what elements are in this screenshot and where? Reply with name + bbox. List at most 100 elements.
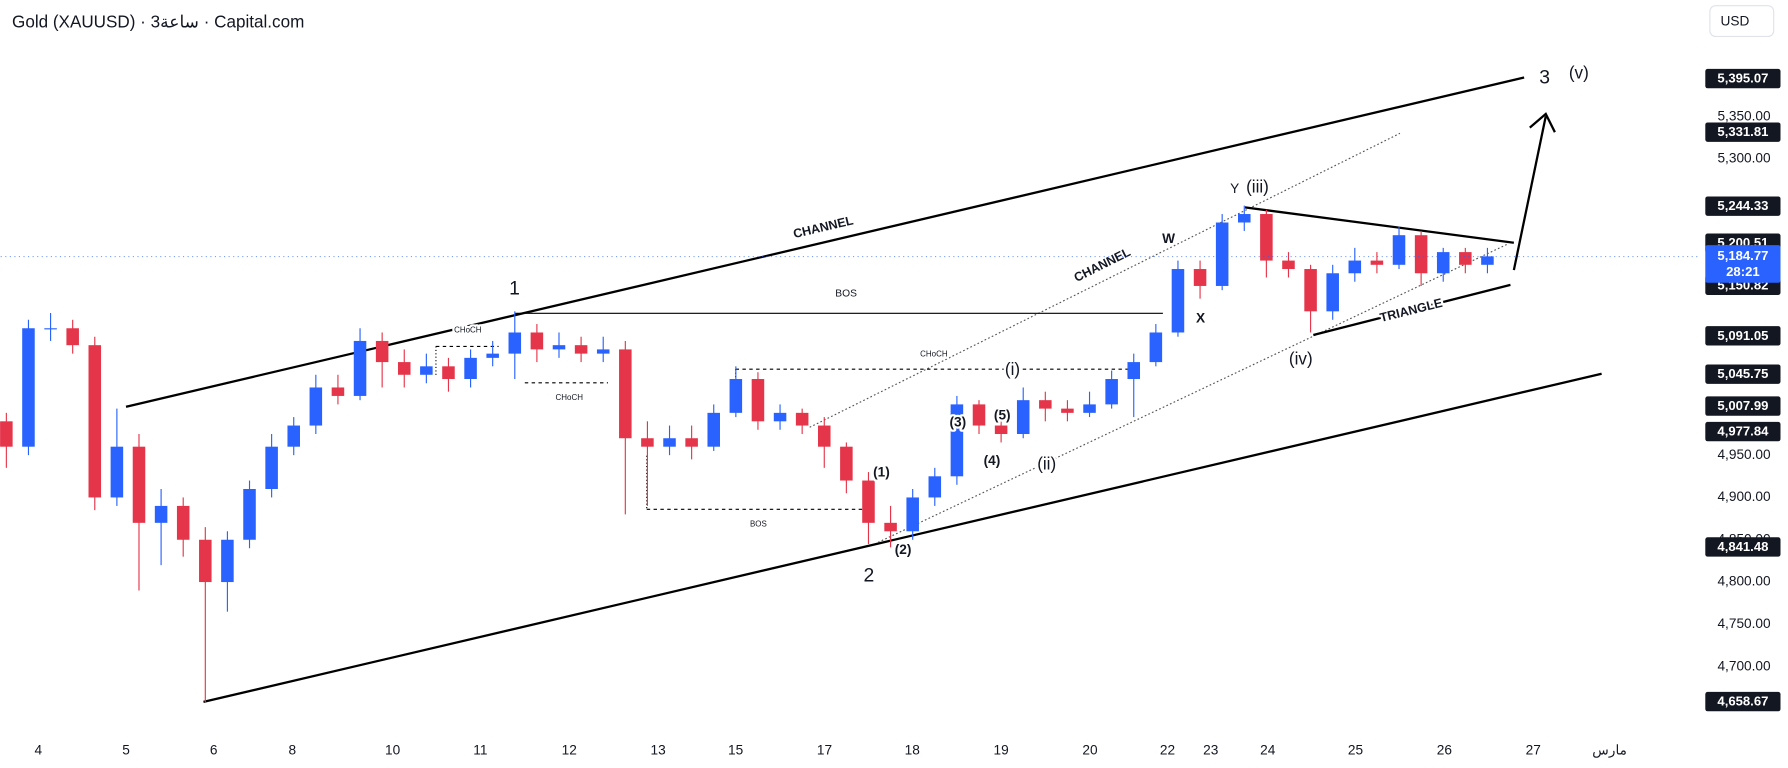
- candle-body: [685, 438, 698, 447]
- price-tag: [1705, 396, 1781, 416]
- x-tick-label: 20: [1082, 743, 1098, 758]
- candle-body: [110, 446, 124, 498]
- wave-annotation: X: [1196, 311, 1205, 326]
- wave-annotation: (i): [1005, 360, 1020, 379]
- x-tick-label: 15: [728, 743, 744, 758]
- candle-body: [552, 345, 566, 350]
- x-tick-label: 27: [1526, 743, 1541, 758]
- candle-body: [420, 366, 433, 375]
- currency-button[interactable]: [1709, 5, 1775, 38]
- price-tag: [1705, 537, 1781, 557]
- candle-body: [1414, 235, 1428, 274]
- price-tag-label: 5,331.81: [1717, 124, 1768, 139]
- price-tag-label: 5,007.99: [1717, 398, 1768, 413]
- candle-body: [88, 345, 102, 498]
- candle-body: [1392, 235, 1406, 265]
- x-tick-label: 22: [1160, 743, 1175, 758]
- candle-body: [641, 438, 654, 447]
- candle-body: [375, 340, 389, 363]
- wave-annotation: BOS: [835, 289, 857, 300]
- last-price-tag: [1705, 245, 1781, 283]
- candle-body: [1481, 256, 1494, 265]
- candle-body: [22, 328, 35, 447]
- inner-channel-bottom: [877, 243, 1509, 543]
- candle-body: [1149, 332, 1163, 363]
- price-tag-label: 4,977.84: [1717, 424, 1769, 439]
- x-tick-label: 4: [34, 743, 42, 758]
- price-tag: [1705, 364, 1781, 384]
- candle-body: [773, 412, 787, 422]
- candle-body: [486, 353, 499, 358]
- candle-body: [1039, 400, 1052, 409]
- candle-body: [132, 446, 146, 523]
- candle-body: [397, 362, 411, 375]
- wave-annotation: Y: [1230, 181, 1239, 196]
- triangle-top: [1244, 206, 1515, 244]
- candle-body: [0, 421, 13, 447]
- price-tag-label: 5,244.33: [1717, 198, 1768, 213]
- currency-label[interactable]: USD: [1721, 13, 1750, 28]
- x-tick-label: 13: [651, 743, 666, 758]
- price-tag-label: 5,395.07: [1717, 71, 1768, 86]
- candle-body: [221, 539, 234, 583]
- x-tick-label: 18: [905, 743, 920, 758]
- price-tag: [1705, 691, 1781, 712]
- candle-body: [331, 387, 345, 396]
- y-tick-label: 4,800.00: [1717, 574, 1771, 589]
- x-tick-label: 10: [385, 743, 401, 758]
- wave-annotation: (3): [949, 414, 966, 429]
- candle-body: [1083, 404, 1096, 413]
- candle-body: [707, 412, 721, 447]
- candle-body: [309, 387, 323, 426]
- candle-body: [663, 438, 676, 447]
- candle-body: [1215, 222, 1229, 286]
- candle-body: [1193, 269, 1207, 286]
- y-tick-label: 5,300.00: [1717, 151, 1771, 166]
- candle-body: [751, 379, 765, 422]
- price-tag-label: 4,658.67: [1717, 694, 1768, 709]
- x-tick-label: 25: [1348, 743, 1364, 758]
- y-tick-label: 5,350.00: [1717, 108, 1771, 123]
- candle-body: [950, 404, 964, 477]
- candle-body: [44, 328, 57, 330]
- candle-body: [619, 349, 632, 439]
- x-tick-label: 17: [817, 743, 832, 758]
- wave-annotation: (4): [984, 453, 1001, 468]
- candle-body: [1016, 400, 1030, 435]
- candle-body: [1326, 273, 1339, 312]
- x-tick-label: 19: [994, 743, 1009, 758]
- candle-body: [287, 425, 300, 447]
- x-tick-label: مارس: [1592, 743, 1627, 759]
- wave-annotation: (iii): [1246, 178, 1269, 197]
- y-tick-label: 4,750.00: [1717, 616, 1771, 631]
- wave-annotation: (ii): [1037, 454, 1056, 473]
- candle-body: [66, 328, 79, 346]
- x-tick-label: 5: [122, 743, 130, 758]
- price-tag: [1705, 68, 1781, 89]
- price-tag-label: 5,045.75: [1717, 366, 1768, 381]
- x-tick-label: 24: [1260, 743, 1276, 758]
- wave-annotation: (iv): [1289, 350, 1313, 369]
- candle-body: [574, 345, 588, 354]
- wave-annotation: W: [1162, 231, 1175, 246]
- price-tag-label: 5,091.05: [1717, 328, 1768, 343]
- projection-arrow: [1512, 115, 1547, 271]
- candle-body: [243, 488, 256, 540]
- x-tick-label: 6: [210, 743, 218, 758]
- chart-title: Gold (XAUUSD) · 3ساعة · Capital.com: [12, 12, 304, 31]
- price-tag: [1705, 326, 1781, 346]
- candle-body: [817, 425, 831, 447]
- wave-annotation: CHoCH: [454, 326, 482, 335]
- candle-body: [1061, 408, 1074, 413]
- price-tag: [1705, 196, 1781, 216]
- candle-body: [154, 505, 168, 523]
- candle-body: [972, 404, 986, 426]
- candle-body: [1348, 260, 1362, 274]
- y-tick-label: 4,950.00: [1717, 447, 1771, 462]
- candle-body: [884, 522, 897, 532]
- triangle-bottom: [1313, 283, 1511, 337]
- candle-body: [464, 357, 477, 380]
